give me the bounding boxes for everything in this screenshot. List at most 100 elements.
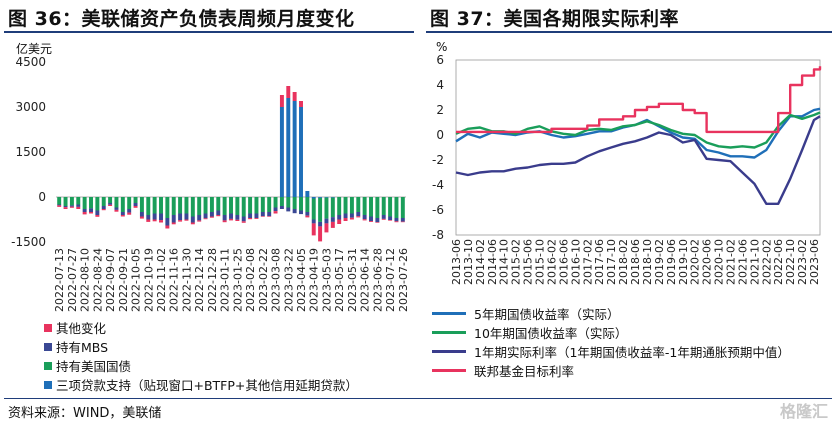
- bar-segment: [184, 197, 189, 214]
- bar-segment: [222, 215, 227, 221]
- x-tick-label: 2022-12-28: [206, 248, 219, 312]
- y-tick-label: -2: [432, 153, 444, 167]
- bar-segment: [139, 216, 144, 219]
- bar-segment: [165, 225, 170, 229]
- x-tick-label: 2020-10: [713, 239, 726, 285]
- x-tick-label: 2022-07-27: [66, 248, 79, 312]
- bar-segment: [165, 218, 170, 226]
- bar-segment: [330, 197, 335, 198]
- x-tick-label: 2017-10: [605, 239, 618, 285]
- bar-segment: [229, 197, 233, 214]
- legend-line-swatch: [432, 369, 466, 372]
- bar-segment: [120, 215, 125, 217]
- legend-item: 1年期实际利率（1年期国债收益率-1年期通胀预期中值）: [432, 342, 790, 361]
- bar-segment: [286, 207, 291, 212]
- x-tick-label: 2023-06: [808, 239, 821, 285]
- x-tick-label: 2023-07-12: [384, 248, 397, 312]
- x-tick-label: 2019-06: [665, 239, 678, 285]
- bar-segment: [216, 210, 221, 215]
- bar-segment: [178, 197, 183, 214]
- bar-segment: [108, 204, 113, 206]
- legend-swatch: [44, 380, 52, 389]
- bar-segment: [82, 209, 87, 212]
- y-tick-label: 4: [436, 78, 444, 92]
- bar-segment: [362, 197, 367, 215]
- x-tick-label: 2023-07-26: [397, 248, 410, 312]
- bar-segment: [222, 197, 227, 215]
- legend-label: 持有美国国债: [56, 359, 132, 374]
- x-tick-label: 2020-02: [689, 239, 702, 285]
- legend-label: 5年期国债收益率（实际）: [474, 307, 620, 322]
- bar-segment: [146, 219, 151, 222]
- bar-segment: [184, 213, 189, 220]
- x-tick-label: 2022-12-14: [193, 248, 206, 312]
- series-line: [455, 111, 821, 149]
- right-unit-label: %: [436, 40, 448, 54]
- x-tick-label: 2023-06-28: [371, 248, 384, 312]
- bar-segment: [171, 215, 176, 223]
- x-tick-label: 2023-02: [796, 239, 809, 285]
- bar-segment: [216, 197, 221, 211]
- bar-segment: [190, 216, 195, 223]
- bar-segment: [57, 197, 62, 205]
- bar-segment: [279, 95, 284, 107]
- bar-segment: [381, 218, 386, 220]
- legend-label: 三项贷款支持（贴现窗口+BTFP+其他信用延期贷款）: [56, 378, 358, 393]
- y-tick-label: -6: [432, 203, 444, 217]
- bar-segment: [139, 212, 144, 217]
- bar-segment: [69, 205, 74, 207]
- x-tick-label: 2016-10: [569, 239, 582, 285]
- bar-segment: [82, 197, 87, 209]
- bar-segment: [146, 215, 151, 220]
- bar-segment: [241, 197, 246, 217]
- bar-segment: [95, 210, 100, 215]
- x-tick-label: 2023-04-19: [308, 248, 321, 312]
- bar-segment: [89, 197, 93, 209]
- bar-segment: [292, 197, 297, 209]
- bar-segment: [209, 216, 214, 218]
- x-tick-label: 2014-10: [498, 239, 511, 285]
- bar-segment: [57, 204, 62, 206]
- bar-segment: [254, 218, 259, 219]
- bar-segment: [127, 212, 132, 215]
- series-line: [456, 66, 822, 134]
- bar-segment: [203, 218, 208, 220]
- bar-segment: [89, 212, 93, 214]
- bar-segment: [63, 207, 68, 209]
- bar-segment: [267, 197, 272, 212]
- bar-segment: [349, 213, 354, 218]
- bar-segment: [362, 219, 367, 221]
- footer-rule: [4, 398, 832, 399]
- bar-segment: [152, 213, 157, 220]
- bar-segment: [381, 215, 386, 219]
- bar-segment: [76, 204, 81, 207]
- y-tick-label: 0: [38, 190, 46, 204]
- bar-segment: [349, 217, 354, 220]
- bar-segment: [400, 218, 405, 222]
- left-title-rule: [4, 31, 414, 33]
- y-tick-label: 2: [436, 103, 444, 117]
- legend-item: 5年期国债收益率（实际）: [432, 304, 790, 323]
- bar-segment: [394, 221, 399, 223]
- legend-label: 其他变化: [56, 321, 107, 336]
- bar-segment: [260, 212, 265, 217]
- bar-segment: [299, 210, 303, 215]
- bar-segment: [388, 220, 393, 221]
- x-tick-label: 2023-02-08: [244, 248, 257, 312]
- source-note: 资料来源：WIND，美联储: [8, 406, 162, 421]
- x-tick-label: 2021-06: [736, 239, 749, 285]
- bar-segment: [279, 107, 284, 197]
- bar-segment: [229, 213, 233, 219]
- x-tick-label: 2023-05-03: [321, 248, 334, 312]
- x-tick-label: 2014-06: [486, 239, 499, 285]
- bar-segment: [394, 218, 399, 222]
- bar-segment: [108, 197, 113, 203]
- x-tick-label: 2016-02: [546, 239, 559, 285]
- bar-segment: [165, 197, 170, 218]
- y-tick-label: -8: [432, 228, 444, 242]
- bar-segment: [114, 197, 119, 208]
- x-tick-label: 2022-06: [772, 239, 785, 285]
- x-tick-label: 2021-10: [748, 239, 761, 285]
- bar-segment: [286, 197, 291, 208]
- x-tick-label: 2018-06: [629, 239, 642, 285]
